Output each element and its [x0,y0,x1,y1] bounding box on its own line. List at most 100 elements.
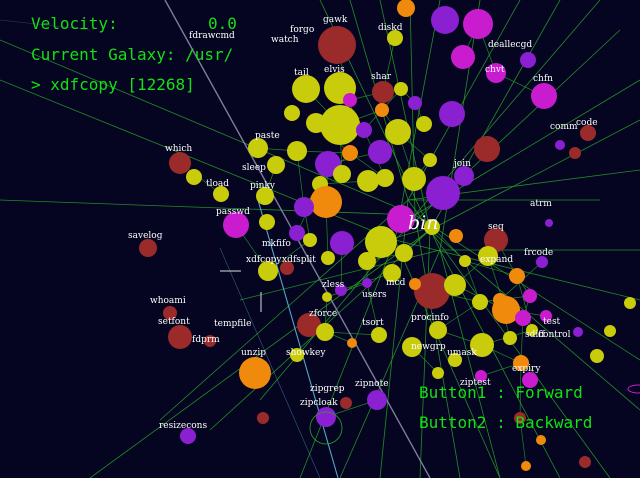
galaxy-node[interactable] [335,284,347,296]
galaxy-node[interactable] [439,101,465,127]
galaxy-node[interactable] [385,119,411,145]
galaxy-node[interactable] [356,122,372,138]
galaxy-node[interactable] [484,228,508,252]
galaxy-node[interactable] [486,63,506,83]
galaxy-node[interactable] [333,165,351,183]
galaxy-node[interactable] [372,81,394,103]
galaxy-node[interactable] [139,239,157,257]
galaxy-node[interactable] [408,96,422,110]
galaxy-node[interactable] [169,152,191,174]
galaxy-node[interactable] [444,274,466,296]
galaxy-node[interactable] [303,233,317,247]
galaxy-node[interactable] [383,264,401,282]
galaxy-node[interactable] [513,355,529,371]
galaxy-node[interactable] [521,461,531,471]
galaxy-node[interactable] [367,390,387,410]
galaxy-node[interactable] [321,251,335,265]
galaxy-node[interactable] [306,113,326,133]
galaxy-node[interactable] [371,327,387,343]
node-layer[interactable] [139,0,636,471]
galaxy-node[interactable] [520,52,536,68]
galaxy-node[interactable] [569,147,581,159]
galaxy-node[interactable] [536,256,548,268]
galaxy-node[interactable] [514,412,526,424]
galaxy-node[interactable] [426,176,460,210]
galaxy-node[interactable] [310,186,342,218]
galaxy-node[interactable] [376,169,394,187]
galaxy-node[interactable] [424,219,440,235]
galaxy-node[interactable] [515,310,531,326]
galaxy-node[interactable] [318,26,356,64]
galaxy-node[interactable] [526,324,538,336]
galaxy-node[interactable] [316,407,336,427]
galaxy-node[interactable] [545,219,553,227]
galaxy-node[interactable] [267,156,285,174]
galaxy-node[interactable] [257,412,269,424]
galaxy-node[interactable] [258,261,278,281]
galaxy-node[interactable] [604,325,616,337]
galaxy-node[interactable] [239,357,271,389]
galaxy-node[interactable] [342,145,358,161]
galaxy-node[interactable] [432,367,444,379]
galaxy-node[interactable] [297,313,321,337]
galaxy-node[interactable] [448,353,462,367]
galaxy-node[interactable] [522,372,538,388]
galaxy-node[interactable] [402,167,426,191]
galaxy-node[interactable] [365,226,397,258]
galaxy-node[interactable] [259,214,275,230]
galaxy-node[interactable] [223,212,249,238]
galaxy-node[interactable] [624,297,636,309]
galaxy-node[interactable] [451,45,475,69]
galaxy-node[interactable] [290,348,304,362]
galaxy-node[interactable] [287,141,307,161]
galaxy-node[interactable] [478,246,498,266]
galaxy-node[interactable] [397,0,415,17]
galaxy-node[interactable] [347,338,357,348]
galaxy-node[interactable] [213,186,229,202]
galaxy-node[interactable] [330,231,354,255]
galaxy-node[interactable] [423,153,437,167]
galaxy-node[interactable] [357,170,379,192]
galaxy-node[interactable] [322,292,332,302]
galaxy-node[interactable] [375,103,389,117]
galaxy-node[interactable] [320,105,360,145]
galaxy-node[interactable] [555,140,565,150]
galaxy-node[interactable] [540,310,552,322]
galaxy-node[interactable] [340,397,352,409]
galaxy-node[interactable] [416,116,432,132]
galaxy-node[interactable] [573,327,583,337]
galaxy-node[interactable] [294,197,314,217]
galaxy-node[interactable] [280,261,294,275]
galaxy-node[interactable] [431,6,459,34]
galaxy-node[interactable] [429,321,447,339]
galaxy-node[interactable] [536,435,546,445]
galaxy-node[interactable] [580,125,596,141]
galaxy-node[interactable] [168,325,192,349]
galaxy-node[interactable] [394,82,408,96]
galaxy-node[interactable] [463,9,493,39]
galaxy-node[interactable] [409,278,421,290]
galaxy-node[interactable] [368,140,392,164]
galaxy-node[interactable] [395,244,413,262]
galaxy-node[interactable] [523,289,537,303]
galaxy-node[interactable] [449,229,463,243]
galaxy-node[interactable] [454,166,474,186]
galaxy-node[interactable] [590,349,604,363]
galaxy-node[interactable] [292,75,320,103]
galaxy-node[interactable] [474,136,500,162]
galaxy-node[interactable] [531,83,557,109]
galaxy-node[interactable] [343,93,357,107]
galaxy-node[interactable] [284,105,300,121]
galaxy-node[interactable] [186,169,202,185]
galaxy-node[interactable] [316,323,334,341]
galaxy-node[interactable] [289,225,305,241]
galaxy-node[interactable] [204,335,216,347]
galaxy-node[interactable] [503,331,517,345]
galaxy-node[interactable] [579,456,591,468]
galaxy-node[interactable] [248,138,268,158]
galaxy-node[interactable] [402,337,422,357]
galaxy-node[interactable] [472,294,488,310]
galaxy-node[interactable] [358,252,376,270]
